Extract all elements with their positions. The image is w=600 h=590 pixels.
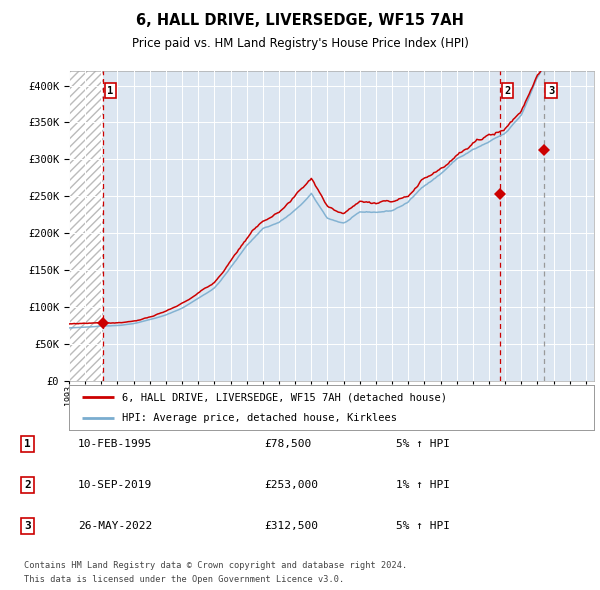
Text: 3: 3 [24,522,31,531]
Text: 1: 1 [107,86,113,96]
Text: Contains HM Land Registry data © Crown copyright and database right 2024.: Contains HM Land Registry data © Crown c… [24,560,407,570]
Text: 10-SEP-2019: 10-SEP-2019 [78,480,152,490]
Text: 5% ↑ HPI: 5% ↑ HPI [396,439,450,448]
Text: 5% ↑ HPI: 5% ↑ HPI [396,522,450,531]
Text: 10-FEB-1995: 10-FEB-1995 [78,439,152,448]
Text: £78,500: £78,500 [264,439,311,448]
Text: 3: 3 [548,86,554,96]
Text: 2: 2 [24,480,31,490]
Text: This data is licensed under the Open Government Licence v3.0.: This data is licensed under the Open Gov… [24,575,344,584]
Text: Price paid vs. HM Land Registry's House Price Index (HPI): Price paid vs. HM Land Registry's House … [131,37,469,50]
Bar [69,71,103,381]
Text: 2: 2 [504,86,511,96]
Text: 1% ↑ HPI: 1% ↑ HPI [396,480,450,490]
Text: £253,000: £253,000 [264,480,318,490]
Text: 1: 1 [24,439,31,448]
Text: 6, HALL DRIVE, LIVERSEDGE, WF15 7AH: 6, HALL DRIVE, LIVERSEDGE, WF15 7AH [136,13,464,28]
Text: HPI: Average price, detached house, Kirklees: HPI: Average price, detached house, Kirk… [121,412,397,422]
Text: £312,500: £312,500 [264,522,318,531]
Text: 6, HALL DRIVE, LIVERSEDGE, WF15 7AH (detached house): 6, HALL DRIVE, LIVERSEDGE, WF15 7AH (det… [121,392,446,402]
Text: 26-MAY-2022: 26-MAY-2022 [78,522,152,531]
